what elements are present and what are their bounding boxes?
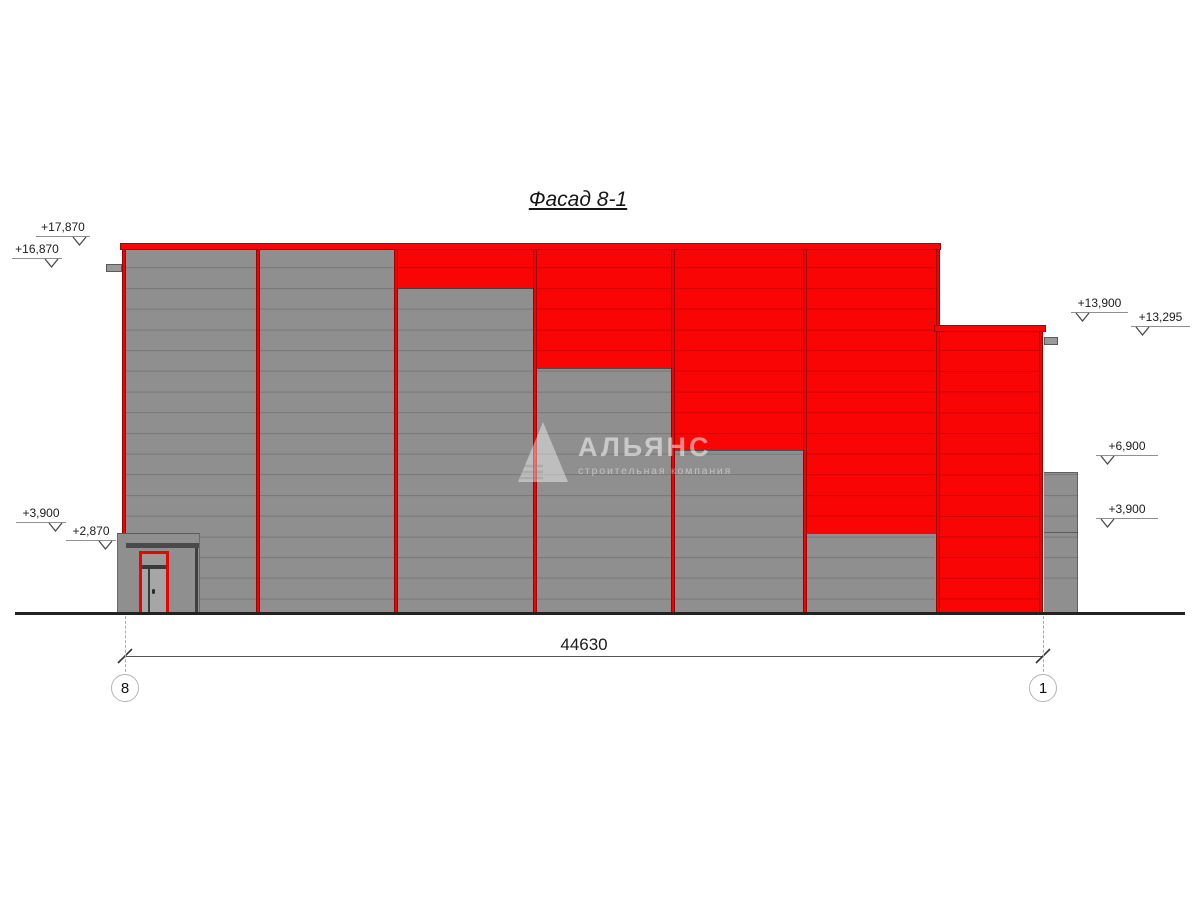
wall-stub-2 [1044, 337, 1058, 345]
facade-red-zone-bay-5 [673, 250, 805, 450]
entrance-canopy-band [126, 543, 199, 548]
right-gray-block-joint [1044, 532, 1078, 533]
facade-gray-panels-bay-3 [396, 288, 535, 613]
entrance-door-transom-bar [142, 565, 166, 569]
elevation-marker-label: +13,900 [1077, 296, 1122, 310]
elevation-marker-7: +6,900 [1096, 439, 1158, 466]
elevation-marker-label: +3,900 [22, 506, 60, 520]
grid-extension-line-8 [125, 616, 126, 672]
dimension-line [125, 656, 1043, 657]
elevation-marker-5: +13,900 [1071, 296, 1128, 323]
right-gray-block [1044, 472, 1078, 613]
red-mullion-5 [671, 250, 675, 613]
elevation-marker-arrow-icon [47, 522, 63, 533]
elevation-marker-label: +6,900 [1108, 439, 1146, 453]
elevation-marker-label: +3,900 [1108, 502, 1146, 516]
red-mullion-8 [1039, 332, 1043, 613]
facade-gray-panels-bay-6 [805, 533, 938, 613]
elevation-marker-arrow-icon [1134, 326, 1150, 337]
elevation-marker-arrow-icon [71, 236, 87, 247]
elevation-marker-6: +13,295 [1131, 310, 1190, 337]
elevation-marker-arrow-icon [97, 540, 113, 551]
red-mullion-1 [122, 250, 126, 533]
elevation-marker-arrow-icon [1099, 518, 1115, 529]
elevation-marker-line [36, 236, 90, 237]
red-mullion-4 [533, 250, 537, 613]
elevation-marker-line [1131, 326, 1190, 327]
entrance-door-leaf-split [148, 569, 150, 612]
facade-red-zone-bay-3 [396, 250, 535, 288]
parapet-coping-main [120, 243, 941, 250]
red-mullion-6 [803, 250, 807, 613]
elevation-marker-line [16, 522, 66, 523]
elevation-marker-label: +17,870 [41, 220, 85, 234]
elevation-marker-8: +3,900 [1096, 502, 1158, 529]
elevation-marker-label: +2,870 [72, 524, 110, 538]
parapet-coping-tower [934, 325, 1046, 332]
elevation-marker-label: +16,870 [15, 242, 59, 256]
elevation-marker-1: +17,870 [36, 220, 90, 247]
elevation-marker-line [1071, 312, 1128, 313]
facade-red-zone-bay-4 [535, 250, 673, 368]
grid-bubble-1: 1 [1029, 674, 1057, 702]
ground-line [15, 612, 1185, 615]
elevation-marker-arrow-icon [1099, 455, 1115, 466]
grid-extension-line-1 [1043, 616, 1044, 672]
elevation-marker-line [12, 258, 62, 259]
elevation-marker-2: +16,870 [12, 242, 62, 269]
grid-bubble-8: 8 [111, 674, 139, 702]
facade-gray-panels-bay-4 [535, 368, 673, 613]
elevation-marker-line [1096, 455, 1158, 456]
elevation-marker-arrow-icon [43, 258, 59, 269]
red-mullion-7 [936, 243, 940, 613]
facade-gray-panels-bay-2 [258, 250, 396, 613]
drawing-title: Фасад 8-1 [528, 188, 628, 211]
dimension-value: 44630 [560, 635, 608, 654]
facade-red-zone-bay-6 [805, 250, 938, 533]
entrance-column [195, 548, 198, 613]
wall-stub-1 [106, 264, 122, 272]
elevation-marker-3: +3,900 [16, 506, 66, 533]
entrance-door-handle [152, 589, 155, 594]
elevation-marker-line [66, 540, 116, 541]
elevation-marker-line [1096, 518, 1158, 519]
elevation-marker-4: +2,870 [66, 524, 116, 551]
elevation-marker-arrow-icon [1074, 312, 1090, 323]
elevation-marker-label: +13,295 [1138, 310, 1183, 324]
facade-gray-panels-bay-5 [673, 450, 805, 613]
red-mullion-3 [394, 250, 398, 613]
red-mullion-2 [256, 250, 260, 613]
facade-red-tower [938, 332, 1043, 613]
